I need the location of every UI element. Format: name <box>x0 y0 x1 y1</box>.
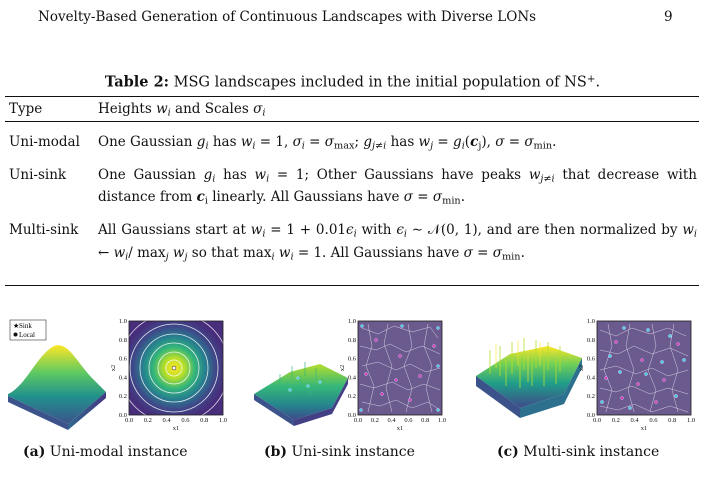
legend-sink: Sink <box>19 322 32 330</box>
table-top-rule <box>5 96 699 98</box>
row-desc: All Gaussians start at wi = 1 + 0.01ϵi w… <box>98 222 697 263</box>
axis-labels-layer: 0.00.00.20.20.40.40.60.60.80.81.01.0x1x2… <box>110 318 695 432</box>
subcaption-b-label: (b) <box>264 444 288 460</box>
x-tick-label: 0.0 <box>125 417 133 424</box>
y-tick-label: 0.4 <box>119 374 128 381</box>
running-header: Novelty-Based Generation of Continuous L… <box>0 9 705 29</box>
table-mid-rule <box>5 121 699 122</box>
table-row: Multi-sink All Gaussians start at wi = 1… <box>9 211 697 266</box>
x-tick-label: 0.2 <box>371 417 379 424</box>
figure-b <box>254 320 443 426</box>
x-tick-label: 0.6 <box>181 417 190 424</box>
x-axis-label: x1 <box>173 425 180 432</box>
subcaption-b: (b) Uni-sink instance <box>264 444 415 460</box>
subcaption-a: (a) Uni-modal instance <box>23 444 188 460</box>
y-tick-label: 1.0 <box>119 318 127 325</box>
surface-plot <box>476 338 582 418</box>
subcaption-a-text: Uni-modal instance <box>49 444 188 460</box>
table-header-row: Type Heights wi and Scales σi <box>9 100 697 123</box>
x-tick-label: 0.4 <box>631 417 640 424</box>
y-tick-label: 1.0 <box>587 318 595 325</box>
table-label: Table 2: <box>104 73 170 91</box>
surface-plot <box>254 362 348 426</box>
header-desc: Heights wi and Scales σi <box>98 101 266 119</box>
surface-plot <box>8 345 106 430</box>
y-axis-label: x2 <box>578 365 585 372</box>
x-axis-label: x1 <box>397 425 404 432</box>
y-tick-label: 0.0 <box>587 412 595 419</box>
row-desc: One Gaussian gi has wi = 1, σi = σmax; g… <box>98 134 557 152</box>
page-number: 9 <box>664 9 673 25</box>
network-plot <box>357 320 443 416</box>
row-desc: One Gaussian gi has wi = 1; Other Gaussi… <box>98 166 697 208</box>
y-tick-label: 1.0 <box>348 318 356 325</box>
x-tick-label: 1.0 <box>687 417 695 424</box>
y-tick-label: 0.6 <box>348 356 357 363</box>
y-tick-label: 0.2 <box>587 393 595 400</box>
y-tick-label: 0.0 <box>119 412 127 419</box>
table-row: Uni-sink One Gaussian gi has wi = 1; Oth… <box>9 156 697 211</box>
subcaption-a-label: (a) <box>23 444 46 460</box>
y-tick-label: 0.8 <box>119 337 127 344</box>
table-bottom-rule <box>5 285 699 287</box>
figure-c <box>476 320 692 418</box>
x-tick-label: 0.8 <box>668 417 676 424</box>
table-row: Uni-modal One Gaussian gi has wi = 1, σi… <box>9 123 697 156</box>
y-tick-label: 0.2 <box>348 393 356 400</box>
y-tick-label: 0.4 <box>587 374 596 381</box>
x-tick-label: 0.8 <box>421 417 429 424</box>
x-tick-label: 0.0 <box>354 417 362 424</box>
subcaption-c-label: (c) <box>497 444 519 460</box>
x-tick-label: 0.6 <box>404 417 413 424</box>
subcaption-b-text: Uni-sink instance <box>291 444 415 460</box>
y-tick-label: 0.8 <box>348 337 356 344</box>
y-tick-label: 0.4 <box>348 374 357 381</box>
x-tick-label: 0.6 <box>649 417 658 424</box>
heatmap-plot <box>118 316 230 424</box>
header-type: Type <box>9 101 43 117</box>
y-tick-label: 0.8 <box>587 337 595 344</box>
svg-text:★: ★ <box>13 322 19 330</box>
y-tick-label: 0.6 <box>587 356 596 363</box>
x-tick-label: 0.2 <box>612 417 620 424</box>
x-tick-label: 0.0 <box>593 417 601 424</box>
x-axis-label: x1 <box>641 425 648 432</box>
x-tick-label: 0.8 <box>200 417 208 424</box>
row-type: Multi-sink <box>9 222 79 239</box>
y-tick-label: 0.6 <box>119 356 128 363</box>
y-tick-label: 0.0 <box>348 412 356 419</box>
row-type: Uni-modal <box>9 134 80 150</box>
x-tick-label: 1.0 <box>438 417 446 424</box>
subcaption-c: (c) Multi-sink instance <box>497 444 659 460</box>
legend: ★ Sink Local <box>9 319 47 341</box>
x-tick-label: 1.0 <box>219 417 227 424</box>
figure-a: ★ Sink Local <box>8 316 230 430</box>
legend-local: Local <box>19 331 35 339</box>
network-plot <box>596 320 692 416</box>
msg-table: Type Heights wi and Scales σi Uni-modal … <box>9 100 697 267</box>
x-tick-label: 0.4 <box>388 417 397 424</box>
table-caption: Table 2: MSG landscapes included in the … <box>104 73 601 91</box>
x-tick-label: 0.2 <box>144 417 152 424</box>
row-type: Uni-sink <box>9 166 67 183</box>
running-title: Novelty-Based Generation of Continuous L… <box>38 9 537 25</box>
table-caption-text: MSG landscapes included in the initial p… <box>173 74 587 91</box>
x-tick-label: 0.4 <box>163 417 172 424</box>
y-axis-label: x2 <box>339 365 346 372</box>
table-caption-sup: + <box>586 73 596 85</box>
subcaption-c-text: Multi-sink instance <box>523 444 660 460</box>
y-tick-label: 0.2 <box>119 393 127 400</box>
y-axis-label: x2 <box>110 365 117 372</box>
